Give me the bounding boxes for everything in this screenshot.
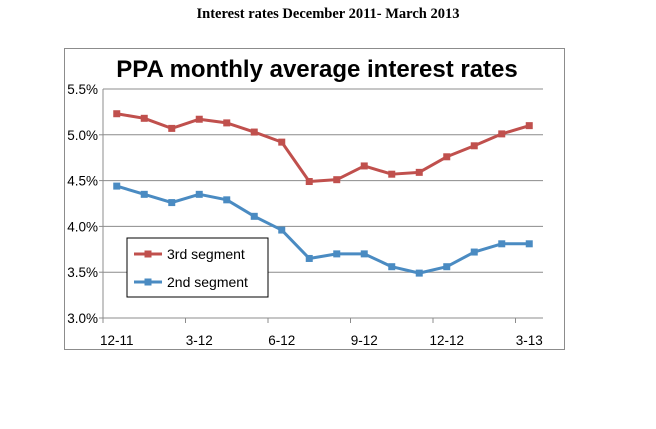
data-point [443, 263, 451, 271]
data-point [388, 263, 396, 271]
data-point [168, 199, 176, 207]
chart-title: PPA monthly average interest rates [116, 56, 517, 83]
data-point [250, 212, 258, 220]
legend-box [126, 237, 269, 298]
data-point [360, 250, 368, 258]
data-point [168, 124, 176, 132]
page-title: Interest rates December 2011- March 2013 [196, 6, 460, 22]
data-point [415, 269, 423, 277]
legend-marker [144, 250, 152, 258]
data-point [223, 119, 231, 127]
x-tick-label: 6-12 [268, 333, 295, 348]
series-line-1 [116, 112, 530, 184]
data-point [278, 226, 286, 234]
data-point [195, 190, 203, 198]
legend-label: 3rd segment [167, 246, 245, 262]
data-point [333, 250, 341, 258]
data-point [250, 128, 258, 136]
data-point [333, 176, 341, 184]
y-tick-label: 5.5% [67, 82, 98, 97]
data-point [360, 162, 368, 170]
x-tick-label: 12-12 [429, 333, 464, 348]
y-tick-label: 3.5% [67, 265, 98, 280]
chart-frame [64, 48, 565, 350]
x-tick-label: 3-13 [516, 333, 543, 348]
y-tick-label: 4.0% [67, 219, 98, 234]
data-point [443, 153, 451, 161]
y-tick-label: 4.5% [67, 174, 98, 189]
data-point [305, 178, 313, 186]
x-tick-label: 3-12 [186, 333, 213, 348]
x-tick-label: 12-11 [100, 333, 134, 348]
axes [99, 89, 543, 323]
series-line-2 [116, 184, 530, 275]
data-point [470, 248, 478, 256]
data-point [140, 114, 148, 122]
data-point [498, 240, 506, 248]
legend-marker [144, 278, 152, 286]
data-point [525, 240, 533, 248]
y-tick-label: 5.0% [67, 128, 98, 143]
series-lines [113, 110, 533, 277]
data-point [388, 170, 396, 178]
y-tick-label: 3.0% [67, 311, 98, 326]
data-point [113, 110, 121, 118]
data-point [470, 142, 478, 150]
data-point [278, 138, 286, 146]
legend: 3rd segment 2nd segment [126, 237, 269, 298]
data-point [415, 168, 423, 176]
y-tick-labels: 3.0% 3.5% 4.0% 4.5% 5.0% 5.5% [67, 82, 98, 326]
data-point [305, 254, 313, 262]
x-tick-label: 9-12 [351, 333, 378, 348]
data-point [525, 122, 533, 130]
data-point [498, 130, 506, 138]
data-point [195, 115, 203, 123]
data-point [113, 182, 121, 190]
data-point [140, 190, 148, 198]
legend-label: 2nd segment [167, 274, 248, 290]
data-point [223, 196, 231, 204]
x-tick-labels: 12-11 3-12 6-12 9-12 12-12 3-13 [100, 333, 543, 348]
